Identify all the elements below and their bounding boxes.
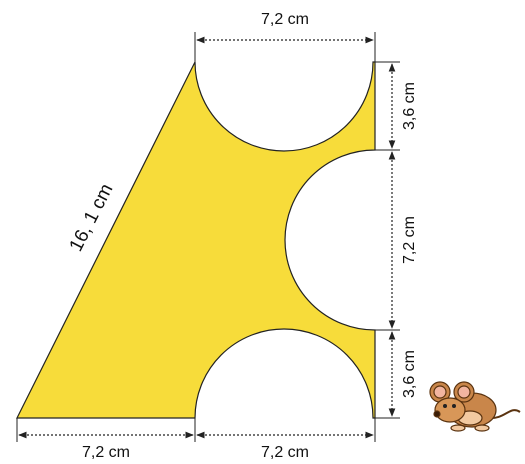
dimension-label: 7,2 cm [261,11,309,28]
dimension-label: 3,6 cm [401,350,418,398]
cheese-shape [16,61,376,419]
dimension-label: 7,2 cm [82,444,130,461]
mouse-icon [429,381,521,432]
dimension-label: 7,2 cm [261,444,309,461]
dimension-label: 3,6 cm [401,82,418,130]
dimension-label: 7,2 cm [401,216,418,264]
